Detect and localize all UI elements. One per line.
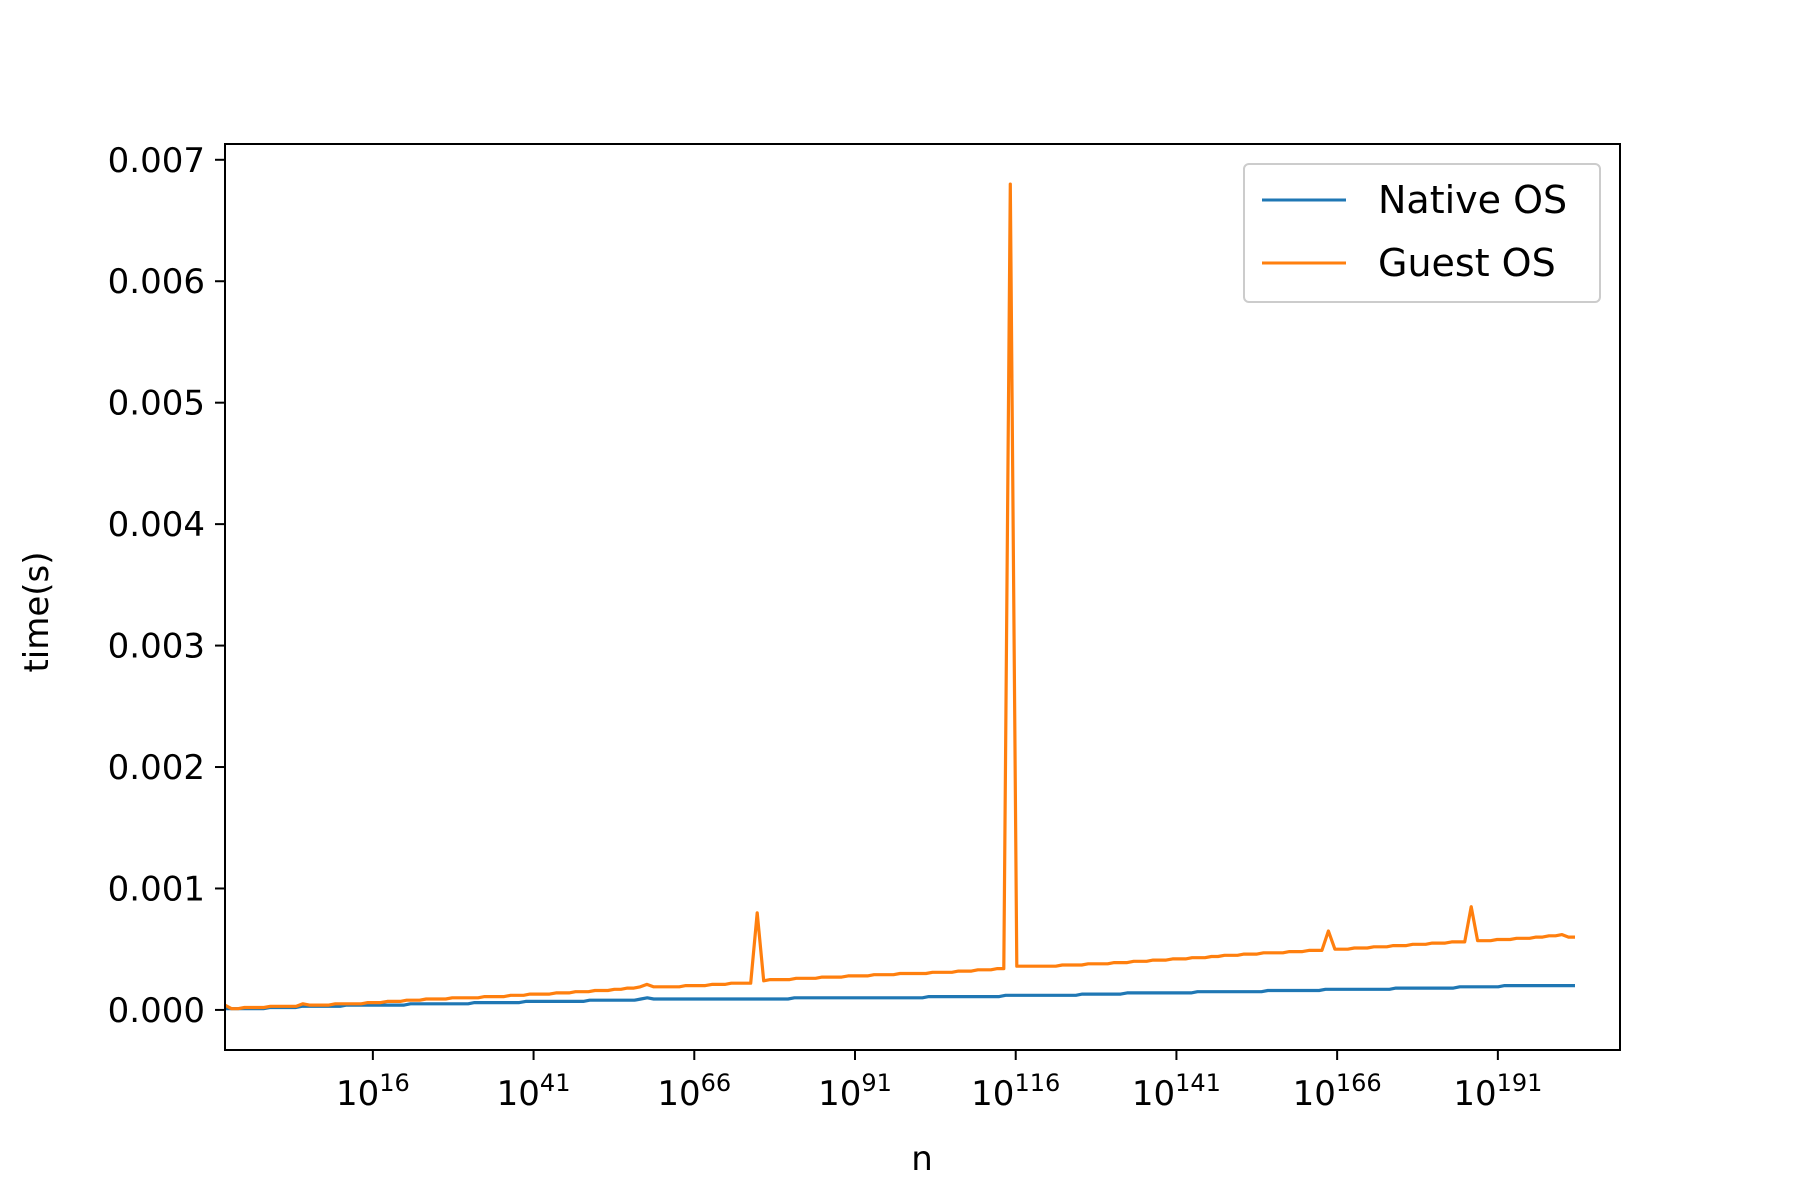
series-line-guest-os: [224, 182, 1575, 1011]
y-tick-label: 0.006: [108, 262, 205, 302]
y-tick-label: 0.003: [108, 627, 205, 667]
legend: Native OS Guest OS: [1243, 163, 1601, 303]
y-tick-label: 0.000: [108, 991, 205, 1031]
plot-frame: [224, 143, 1621, 1051]
y-axis-label: time(s): [17, 551, 57, 672]
x-tick-label: 10116: [971, 1069, 1060, 1114]
y-tick-label: 0.002: [108, 748, 205, 788]
x-tick-label: 1016: [336, 1069, 410, 1114]
series-line-native-os: [225, 984, 1575, 1011]
x-tick-label: 1091: [818, 1069, 892, 1114]
x-tick-label: 10191: [1453, 1069, 1542, 1114]
x-axis-label: n: [911, 1139, 933, 1179]
plot-content: [224, 182, 1575, 1011]
y-tick-label: 0.001: [108, 869, 205, 909]
legend-label-native-os: Native OS: [1378, 178, 1567, 222]
y-axis: 0.000 0.001 0.002 0.003 0.004 0.005 0.006 0.007: [108, 141, 225, 1031]
y-tick-label: 0.007: [108, 141, 205, 181]
x-tick-label: 1041: [497, 1069, 571, 1114]
x-tick-label: 10141: [1132, 1069, 1221, 1114]
y-tick-label: 0.004: [108, 505, 205, 545]
x-axis: 1016 1041 1066 1091 10116 10141 10166 10191: [336, 1050, 1542, 1114]
x-tick-label: 10166: [1293, 1069, 1382, 1114]
x-tick-label: 1066: [657, 1069, 731, 1114]
y-tick-label: 0.005: [108, 384, 205, 424]
legend-label-guest-os: Guest OS: [1378, 241, 1556, 285]
